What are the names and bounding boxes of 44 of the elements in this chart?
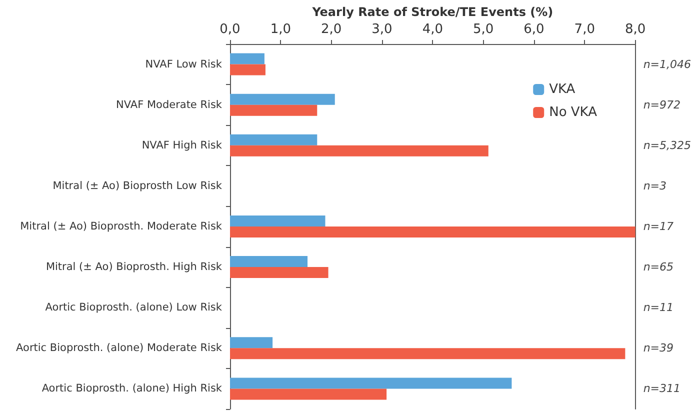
x-tick-label: 3,0 xyxy=(372,22,392,37)
bar xyxy=(230,94,335,105)
text: n=39 xyxy=(643,342,674,355)
text: n=65 xyxy=(643,260,674,274)
bar xyxy=(230,337,273,348)
y-tick-label: Aortic Bioprosth. (alone) Moderate Risk xyxy=(16,342,223,354)
text: n=17 xyxy=(643,220,674,233)
bar xyxy=(230,145,488,156)
y-tick-label: Mitral (± Ao) Bioprosth Low Risk xyxy=(52,180,223,192)
bar xyxy=(230,134,318,146)
bar xyxy=(230,388,387,400)
y-tick-label: Mitral (± Ao) Bioprosth. Moderate Risk xyxy=(20,220,223,232)
y-tick-label: Aortic Bioprosth. (alone) High Risk xyxy=(42,382,223,395)
y-tick-label: NVAF High Risk xyxy=(142,139,223,152)
y-tick-label: NVAF Moderate Risk xyxy=(116,98,223,111)
x-tick-label: 5,0 xyxy=(472,22,494,37)
text: n=5,325 xyxy=(643,138,692,152)
x-tick-label: 1,0 xyxy=(270,22,292,37)
x-tick-label: 7,0 xyxy=(574,22,595,37)
x-tick-label: 4,0 xyxy=(422,22,444,37)
text: n=11 xyxy=(643,301,674,314)
legend-label: VKA xyxy=(549,82,576,97)
legend-label: No VKA xyxy=(549,105,598,120)
text: n=972 xyxy=(643,98,681,112)
x-tick-label: 0,0 xyxy=(220,22,240,37)
text: n=1,046 xyxy=(643,58,692,71)
bar xyxy=(230,378,512,389)
y-tick-label: Aortic Bioprosth. (alone) Low Risk xyxy=(45,302,223,314)
bar xyxy=(230,256,308,268)
bar xyxy=(230,226,636,238)
bar xyxy=(230,53,264,64)
y-tick-label: Mitral (± Ao) Bioprosth. High Risk xyxy=(46,261,223,274)
text: n=3 xyxy=(643,179,667,192)
x-tick-label: 6,0 xyxy=(524,22,544,37)
bar xyxy=(230,348,626,360)
bar xyxy=(230,267,328,278)
bar xyxy=(230,64,266,76)
x-tick-label: 2,0 xyxy=(320,22,342,37)
text: n=311 xyxy=(643,382,681,396)
y-tick-label: NVAF Low Risk xyxy=(145,58,223,70)
bar xyxy=(230,104,318,116)
bar xyxy=(230,216,326,226)
x-axis-title: Yearly Rate of Stroke/TE Events (%) xyxy=(311,5,554,19)
x-tick-label: 8,0 xyxy=(624,22,646,37)
